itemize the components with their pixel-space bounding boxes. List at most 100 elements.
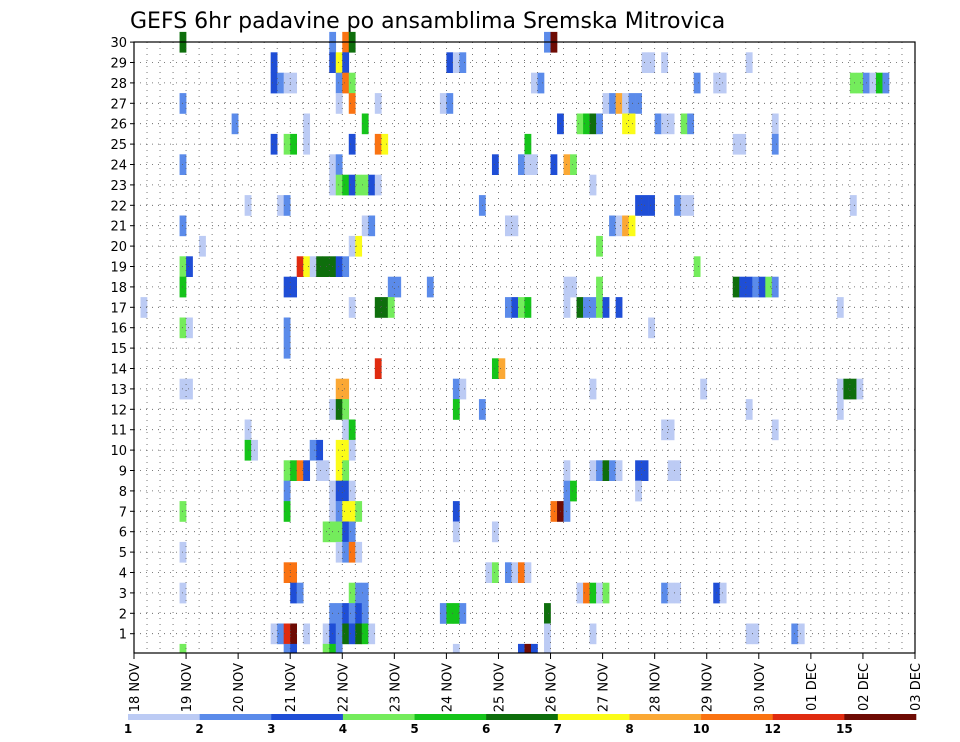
legend-swatch: [844, 714, 917, 720]
heatmap-cell: [648, 317, 655, 339]
heatmap-cell: [452, 501, 460, 522]
heatmap-cell: [459, 52, 467, 73]
heatmap-cell: [732, 276, 740, 298]
heatmap-cell: [739, 133, 747, 155]
heatmap-cell: [544, 623, 551, 645]
heatmap-cell: [335, 256, 343, 277]
legend-swatch: [199, 714, 272, 720]
heatmap-cell: [277, 72, 284, 94]
y-tick-label: 21: [110, 220, 127, 235]
heatmap-cell: [348, 72, 356, 94]
y-axis: 1234567891011121314151617181920212223242…: [110, 36, 134, 643]
heatmap-cell: [368, 174, 376, 196]
heatmap-cell: [335, 521, 343, 543]
heatmap-cell: [303, 133, 311, 155]
heatmap-cell: [316, 439, 324, 461]
x-tick-label: 23 NOV: [388, 663, 403, 712]
heatmap-cell: [335, 501, 343, 522]
heatmap-cell: [661, 419, 668, 441]
heatmap-cell: [348, 235, 356, 257]
heatmap-cell: [316, 256, 324, 277]
heatmap-cell: [615, 93, 623, 114]
heatmap-cell: [342, 439, 350, 461]
heatmap-cell: [283, 480, 291, 502]
heatmap-cell: [524, 133, 532, 155]
heatmap-cell: [290, 562, 298, 583]
heatmap-cell: [661, 52, 668, 73]
heatmap-cell: [452, 52, 460, 73]
heatmap-cell: [394, 276, 402, 298]
heatmap-cell: [517, 154, 525, 175]
heatmap-cell: [270, 623, 278, 645]
heatmap-cell: [186, 378, 193, 400]
heatmap-cell: [335, 52, 343, 73]
heatmap-cell: [309, 439, 317, 461]
heatmap-cell: [589, 460, 597, 481]
heatmap-cell: [674, 460, 681, 481]
heatmap-cell: [186, 317, 193, 339]
heatmap-cell: [348, 419, 356, 441]
heatmap-cell: [596, 235, 603, 257]
heatmap-cell: [758, 276, 766, 298]
heatmap-cell: [596, 582, 603, 604]
heatmap-cell: [335, 399, 343, 420]
heatmap-cell: [745, 399, 753, 420]
heatmap-cell: [335, 460, 343, 481]
heatmap-cell: [693, 72, 701, 94]
x-tick-label: 20 NOV: [232, 663, 247, 712]
heatmap-cell: [583, 113, 590, 135]
heatmap-cell: [570, 276, 577, 298]
heatmap-cell: [387, 276, 395, 298]
heatmap-cell: [661, 582, 668, 604]
heatmap-cell: [335, 541, 343, 563]
heatmap-cell: [381, 133, 389, 155]
heatmap-cell: [342, 521, 350, 543]
heatmap-cell: [771, 113, 779, 135]
heatmap-cell: [355, 623, 363, 645]
color-legend: 1 2 3 4 5 6 7 8 10 12 15: [124, 714, 917, 736]
y-tick-label: 1: [119, 628, 127, 643]
legend-label: 7: [554, 722, 562, 736]
heatmap-cell: [335, 439, 343, 461]
heatmap-cell: [667, 460, 675, 481]
heatmap-cell: [270, 72, 278, 94]
heatmap-cell: [335, 480, 343, 502]
heatmap-cell: [596, 297, 603, 318]
heatmap-cell: [452, 521, 460, 543]
heatmap-cell: [550, 501, 558, 522]
heatmap-cell: [446, 52, 454, 73]
legend-swatch: [486, 714, 559, 720]
heatmap-cell: [452, 643, 460, 653]
heatmap-cell: [836, 297, 844, 318]
y-tick-label: 5: [119, 546, 127, 561]
heatmap-cell: [511, 215, 519, 237]
heatmap-cell: [283, 276, 291, 298]
heatmap-cell: [700, 378, 708, 400]
heatmap-cell: [752, 623, 760, 645]
heatmap-cell: [342, 378, 350, 400]
plot-frame: [133, 41, 916, 654]
heatmap-cell: [387, 297, 395, 318]
heatmap-cell: [283, 337, 291, 359]
heatmap-cell: [589, 378, 597, 400]
heatmap-cell: [342, 480, 350, 502]
heatmap-cell: [290, 460, 298, 481]
heatmap-cell: [856, 72, 864, 94]
heatmap-cell: [231, 113, 239, 135]
heatmap-cell: [342, 256, 350, 277]
y-tick-label: 23: [110, 179, 127, 194]
heatmap-cell: [589, 174, 597, 196]
heatmap-cell: [361, 623, 369, 645]
heatmap-cell: [374, 93, 382, 114]
heatmap-cell: [303, 623, 311, 645]
heatmap-cell: [277, 623, 284, 645]
heatmap-cell: [504, 297, 512, 318]
heatmap-cell: [602, 93, 610, 114]
y-tick-label: 30: [110, 36, 127, 51]
heatmap-cell: [368, 623, 376, 645]
heatmap-cell: [641, 52, 649, 73]
heatmap-cell: [459, 378, 467, 400]
legend-swatch: [414, 714, 487, 720]
heatmap-cell: [596, 460, 603, 481]
